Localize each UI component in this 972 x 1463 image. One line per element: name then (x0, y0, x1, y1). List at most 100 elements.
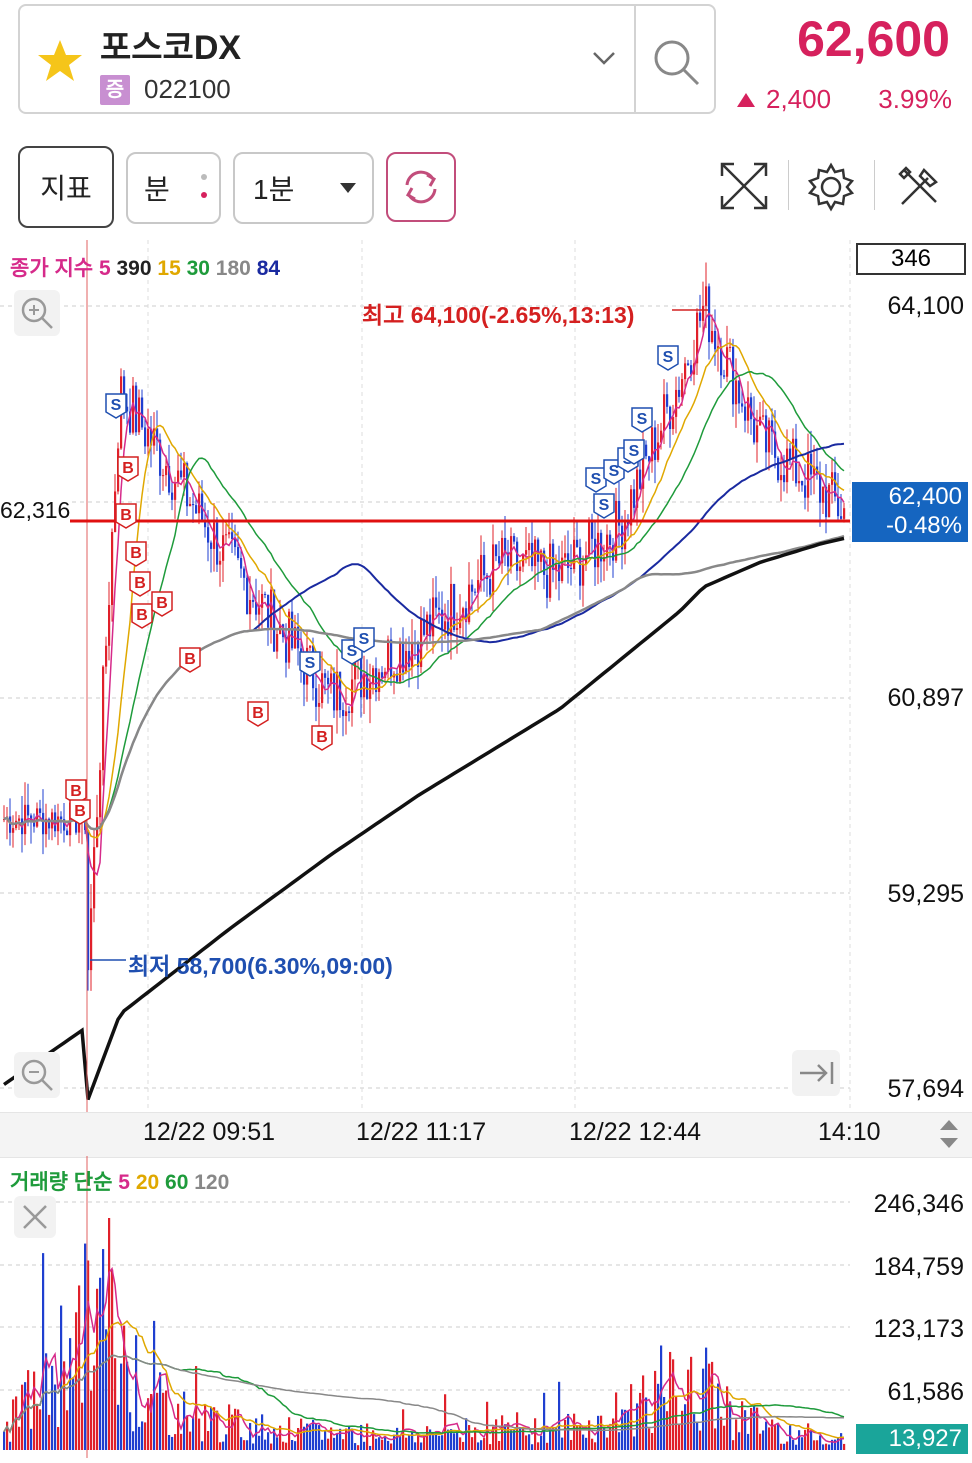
candle (342, 710, 345, 717)
close-icon[interactable] (14, 1196, 56, 1238)
chevron-down-icon[interactable] (590, 48, 618, 68)
marker-letter: B (136, 607, 148, 624)
candle (78, 820, 81, 833)
volume-bar (543, 1392, 546, 1450)
candle (276, 634, 279, 652)
candle (63, 819, 66, 831)
axis-resize-icon[interactable] (938, 1118, 960, 1150)
interval-select[interactable]: 1분 (233, 152, 374, 224)
volume-bar (132, 1431, 135, 1450)
volume-bar (519, 1427, 522, 1450)
volume-bar (630, 1384, 633, 1450)
period-unit-button[interactable]: 분 (126, 152, 221, 224)
volume-bar (507, 1422, 510, 1450)
price-chart-area[interactable]: BBBBBBBBBBBSSSSSSSSSSS (0, 240, 972, 1112)
candle (765, 415, 768, 453)
volume-bar (312, 1419, 315, 1450)
buy-signal-marker: B (247, 701, 269, 727)
candle (405, 650, 408, 673)
volume-bar (378, 1437, 381, 1450)
volume-bar (813, 1440, 816, 1450)
candle (603, 557, 606, 562)
legend-name: 거래량 단순 (10, 1171, 113, 1194)
candle (321, 673, 324, 703)
volume-bar (129, 1412, 132, 1450)
volume-bar (504, 1424, 507, 1450)
divider (788, 160, 789, 210)
candle (507, 552, 510, 567)
marker-letter: B (122, 460, 134, 477)
volume-bar (3, 1431, 6, 1450)
stock-selector[interactable] (18, 4, 716, 114)
volume-bar (549, 1428, 552, 1450)
price-change: 2,400 (766, 84, 832, 114)
volume-bar (417, 1433, 420, 1450)
candle (654, 427, 657, 460)
volume-bar (585, 1437, 588, 1450)
candle (543, 550, 546, 575)
zoom-in-icon[interactable] (14, 290, 60, 336)
volume-bar (741, 1401, 744, 1450)
candle (297, 626, 300, 649)
volume-bar (432, 1435, 435, 1450)
candle (246, 577, 249, 615)
marker-shape (623, 439, 645, 465)
volume-bar (423, 1435, 426, 1450)
marker-letter: B (74, 803, 86, 820)
candle (753, 419, 756, 443)
fullscreen-icon[interactable] (718, 160, 770, 212)
candle (828, 484, 831, 518)
volume-bar (375, 1438, 378, 1450)
volume-chart[interactable] (0, 1156, 972, 1458)
sell-signal-marker: S (585, 467, 607, 493)
legend-value: 30 (186, 257, 210, 280)
volume-bar (462, 1441, 465, 1450)
candle (387, 639, 390, 672)
candle (234, 538, 237, 548)
volume-bar (681, 1410, 684, 1450)
volume-bar (669, 1351, 672, 1450)
candle (549, 543, 552, 598)
volume-bar (81, 1402, 84, 1450)
refresh-button[interactable] (386, 152, 456, 222)
candle (375, 668, 378, 693)
candle (108, 604, 111, 646)
volume-bar (459, 1437, 462, 1450)
candle (417, 644, 420, 667)
search-icon[interactable] (650, 36, 702, 88)
indicator-button[interactable]: 지표 (18, 146, 114, 228)
price-chart[interactable]: BBBBBBBBBBBSSSSSSSSSSS (0, 240, 972, 1112)
legend-value: 5 (98, 257, 111, 280)
candle (24, 804, 27, 835)
volume-bar (789, 1425, 792, 1450)
gear-icon[interactable] (806, 162, 856, 212)
caret-down-icon (340, 183, 356, 193)
favorite-star-icon[interactable] (36, 38, 84, 84)
time-axis[interactable] (0, 1112, 972, 1158)
candle (483, 554, 486, 576)
zoom-out-icon[interactable] (14, 1052, 60, 1098)
volume-bar (765, 1421, 768, 1450)
scroll-to-end-icon[interactable] (792, 1050, 840, 1096)
candle (528, 542, 531, 551)
current-price-pct: -0.48% (885, 512, 962, 539)
candle (189, 503, 192, 507)
volume-bar (123, 1325, 126, 1450)
current-price-value: 62,400 (888, 483, 962, 510)
volume-bar (738, 1432, 741, 1450)
volume-bar (792, 1439, 795, 1450)
volume-bar (636, 1403, 639, 1450)
candle (441, 609, 444, 630)
volume-bar (114, 1358, 117, 1450)
tools-icon[interactable] (894, 162, 944, 212)
volume-bar (678, 1424, 681, 1450)
candle (99, 770, 102, 818)
volume-chart-area[interactable] (0, 1156, 972, 1458)
volume-bar (663, 1396, 666, 1450)
candle (168, 465, 171, 493)
candle (3, 819, 6, 821)
volume-bar (471, 1437, 474, 1450)
legend-value: 20 (135, 1171, 160, 1194)
candle (255, 601, 258, 615)
candle (288, 611, 291, 663)
